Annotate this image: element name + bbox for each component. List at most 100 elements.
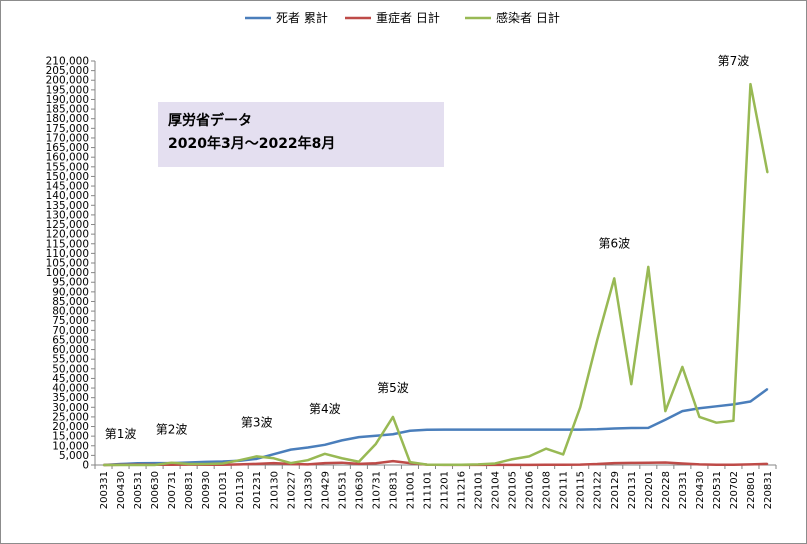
series-2-point bbox=[170, 464, 173, 466]
y-tick-label: 105,000 bbox=[46, 258, 89, 270]
series-1-point bbox=[307, 446, 309, 449]
y-tick-label: 10,000 bbox=[52, 440, 89, 452]
y-tick-label: 160,000 bbox=[46, 152, 89, 164]
y-tick-label: 5,000 bbox=[59, 450, 89, 462]
series-2-point bbox=[698, 463, 701, 466]
x-tick-label: 200430 bbox=[116, 471, 127, 509]
series-2-point bbox=[392, 460, 394, 462]
series-1-point bbox=[426, 428, 428, 431]
series-2-point bbox=[579, 463, 582, 466]
series-3-point bbox=[307, 459, 309, 461]
y-tick-label: 40,000 bbox=[52, 383, 89, 395]
series-3-point bbox=[358, 460, 360, 463]
y-tick-label: 20,000 bbox=[52, 421, 89, 433]
series-2-point bbox=[647, 461, 650, 464]
series-1-point bbox=[221, 460, 224, 463]
x-tick-label: 201231 bbox=[252, 471, 263, 509]
y-tick-label: 55,000 bbox=[52, 354, 89, 366]
y-tick-label: 195,000 bbox=[46, 84, 89, 96]
x-tick-label: 220108 bbox=[542, 471, 553, 509]
series-3-point bbox=[647, 266, 650, 268]
series-3-point bbox=[664, 410, 667, 412]
x-tick-label: 220101 bbox=[474, 471, 485, 509]
y-axis: 05,00010,00015,00020,00025,00030,00035,0… bbox=[46, 56, 96, 472]
series-1-point bbox=[358, 436, 360, 438]
x-tick-label: 220104 bbox=[491, 471, 502, 509]
series-1-point bbox=[494, 428, 496, 431]
y-tick-label: 115,000 bbox=[46, 238, 89, 250]
y-tick-label: 190,000 bbox=[46, 94, 89, 106]
series-line-3 bbox=[103, 82, 769, 467]
x-tick-label: 211216 bbox=[457, 471, 468, 509]
y-tick-label: 30,000 bbox=[52, 402, 89, 414]
series-1-point bbox=[392, 433, 394, 436]
series-3-point bbox=[477, 463, 479, 466]
series-1-point bbox=[375, 434, 377, 437]
y-tick-label: 120,000 bbox=[46, 229, 89, 241]
x-tick-label: 220831 bbox=[763, 471, 774, 509]
y-tick-label: 180,000 bbox=[46, 113, 89, 125]
series-2-point bbox=[630, 462, 633, 464]
x-tick-label: 220129 bbox=[610, 471, 621, 509]
x-tick-label: 210227 bbox=[286, 471, 297, 509]
x-tick-label: 211101 bbox=[422, 471, 433, 509]
series-1-point bbox=[545, 428, 547, 431]
y-tick-label: 150,000 bbox=[46, 171, 89, 183]
x-tick-label: 220228 bbox=[661, 471, 672, 509]
series-1-point bbox=[613, 427, 616, 430]
info-box-line2: 2020年3月〜2022年8月 bbox=[168, 136, 336, 152]
x-tick-label: 220430 bbox=[695, 471, 706, 509]
series-3-point bbox=[528, 455, 530, 458]
x-tick-label: 201031 bbox=[218, 471, 229, 509]
x-axis: 200331 200430 200531 200630 200731 200831 2009… bbox=[94, 464, 777, 509]
x-tick-label: 220105 bbox=[508, 471, 519, 509]
series-1-point bbox=[204, 461, 207, 463]
series-3-point bbox=[698, 416, 701, 418]
wave-label: 第2波 bbox=[156, 422, 188, 436]
x-tick-label: 211001 bbox=[405, 471, 416, 509]
x-tick-label: 200531 bbox=[133, 471, 144, 509]
y-tick-label: 35,000 bbox=[52, 392, 89, 404]
y-tick-label: 175,000 bbox=[46, 123, 89, 135]
x-tick-label: 200731 bbox=[167, 471, 178, 509]
x-tick-label: 220106 bbox=[525, 471, 536, 509]
wave-annotations: 第1波 第2波 第3波 第4波 第5波 第6波 第7波 bbox=[105, 54, 750, 441]
x-tick-label: 200831 bbox=[184, 471, 195, 509]
series-1-point bbox=[579, 428, 582, 431]
series-1-point bbox=[596, 428, 599, 431]
series-3-point bbox=[596, 339, 599, 341]
series-3-point bbox=[562, 453, 564, 456]
series-3-point bbox=[289, 462, 292, 464]
series-2-point bbox=[375, 462, 377, 465]
y-tick-label: 0 bbox=[82, 460, 89, 472]
series-1-point bbox=[409, 429, 411, 432]
series-3-point bbox=[426, 463, 428, 466]
series-2-point bbox=[511, 464, 513, 466]
series-2-point bbox=[238, 463, 241, 466]
y-tick-label: 85,000 bbox=[52, 296, 89, 308]
x-tick-label: 220702 bbox=[729, 471, 740, 509]
series-1-point bbox=[255, 458, 258, 460]
series-1-point bbox=[749, 400, 752, 403]
wave-label: 第3波 bbox=[241, 416, 273, 430]
series-3-point bbox=[715, 421, 718, 424]
series-1-point bbox=[324, 444, 326, 446]
series-3-point bbox=[766, 171, 769, 174]
series-3-point bbox=[579, 406, 582, 409]
series-3-point bbox=[187, 463, 190, 465]
x-tick-label: 200930 bbox=[201, 471, 212, 509]
x-tick-label: 210831 bbox=[388, 471, 399, 509]
legend-label-1: 死者 累計 bbox=[276, 10, 328, 25]
series-2-point bbox=[562, 463, 564, 466]
series-1-point bbox=[647, 427, 650, 429]
series-3-point bbox=[170, 461, 173, 464]
series-2-point bbox=[766, 463, 769, 465]
y-tick-label: 200,000 bbox=[46, 75, 89, 87]
wave-label: 第7波 bbox=[718, 54, 750, 68]
series-line-1 bbox=[103, 388, 769, 467]
series-1-point bbox=[289, 448, 292, 451]
series-2-point bbox=[749, 463, 752, 466]
y-tick-label: 100,000 bbox=[46, 267, 89, 279]
series-2-point bbox=[307, 463, 309, 466]
